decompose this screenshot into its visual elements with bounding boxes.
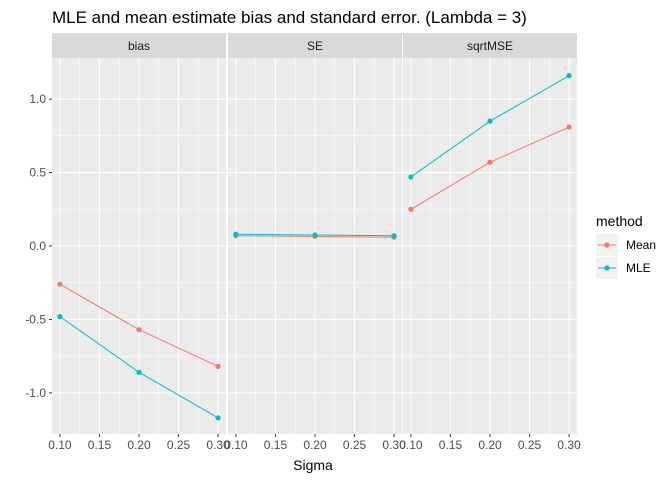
legend-title: method <box>596 213 643 229</box>
panel-bias: bias 0.10 0.15 0.20 0.25 0.30 <box>48 33 230 452</box>
data-point-mle <box>408 174 414 180</box>
data-point-mean <box>408 206 414 212</box>
x-tick-label: 0.25 <box>167 438 191 452</box>
x-tick-label: 0.20 <box>478 438 502 452</box>
legend-item-mean: Mean <box>596 234 656 256</box>
y-axis: -1.0 -0.5 0.0 0.5 1.0 <box>25 92 52 400</box>
data-point-mle <box>136 369 142 375</box>
panel-sqrtMSE: sqrtMSE 0.10 0.15 0.20 0.25 0.30 <box>399 33 581 452</box>
y-tick-label: -1.0 <box>25 386 46 400</box>
panels-layer: bias 0.10 0.15 0.20 0.25 0.30 SE 0.10 0.15 0.20 0.… <box>48 33 581 452</box>
x-tick-label: 0.15 <box>439 438 463 452</box>
data-point-mean <box>566 124 572 130</box>
data-point-mle <box>57 313 63 320</box>
panel-SE: SE 0.10 0.15 0.20 0.25 0.30 <box>224 33 406 452</box>
data-point-mle <box>312 232 318 238</box>
data-point-mle <box>566 73 572 79</box>
x-tick-label: 0.25 <box>343 438 367 452</box>
x-tick-label: 0.30 <box>206 438 230 452</box>
x-tick-label: 0.15 <box>88 438 112 452</box>
legend-key-point <box>604 265 610 271</box>
chart-title: MLE and mean estimate bias and standard … <box>52 8 527 27</box>
legend-item-mle: MLE <box>596 257 651 279</box>
data-point-mean <box>215 363 221 370</box>
data-point-mean <box>57 281 63 287</box>
legend-label: MLE <box>626 261 651 275</box>
x-tick-label: 0.30 <box>382 438 406 452</box>
data-point-mean <box>487 159 493 165</box>
x-tick-label: 0.25 <box>518 438 542 452</box>
x-tick-label: 0.20 <box>303 438 327 452</box>
facet-strip <box>403 33 577 58</box>
legend-label: Mean <box>626 238 656 252</box>
data-point-mle <box>391 233 397 239</box>
facet-label: sqrtMSE <box>467 39 513 53</box>
y-tick-label: -0.5 <box>25 312 46 326</box>
y-tick-label: 0.5 <box>29 166 46 180</box>
y-tick-label: 1.0 <box>29 92 46 106</box>
x-tick-label: 0.30 <box>557 438 581 452</box>
x-tick-label: 0.10 <box>48 438 72 452</box>
data-point-mle <box>233 231 239 237</box>
data-point-mean <box>136 327 142 333</box>
x-tick-label: 0.20 <box>127 438 151 452</box>
facet-strip <box>52 33 226 58</box>
x-axis-title: Sigma <box>293 457 333 473</box>
data-point-mle <box>487 118 493 124</box>
y-tick-label: 0.0 <box>29 239 46 253</box>
x-tick-label: 0.10 <box>224 438 248 452</box>
facet-label: bias <box>128 39 150 53</box>
x-tick-label: 0.10 <box>399 438 423 452</box>
facet-strip <box>228 33 402 58</box>
legend-key-point <box>604 242 610 248</box>
data-point-mle <box>215 415 221 421</box>
x-tick-label: 0.15 <box>264 438 288 452</box>
facet-label: SE <box>307 39 323 53</box>
legend: method Mean MLE <box>596 213 656 279</box>
